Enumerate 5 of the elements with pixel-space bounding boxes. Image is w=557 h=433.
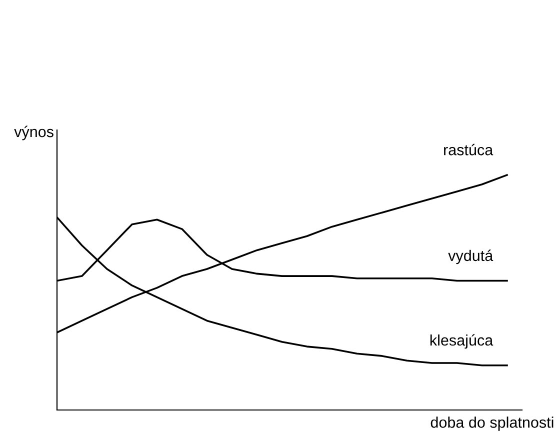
series-label: rastúca (444, 144, 494, 156)
x-axis-title: doba do splatnosti (430, 416, 554, 431)
series-label: klesajúca (430, 334, 494, 349)
series-label: vydutá (448, 250, 494, 264)
y-axis-title: výnos (14, 126, 54, 140)
